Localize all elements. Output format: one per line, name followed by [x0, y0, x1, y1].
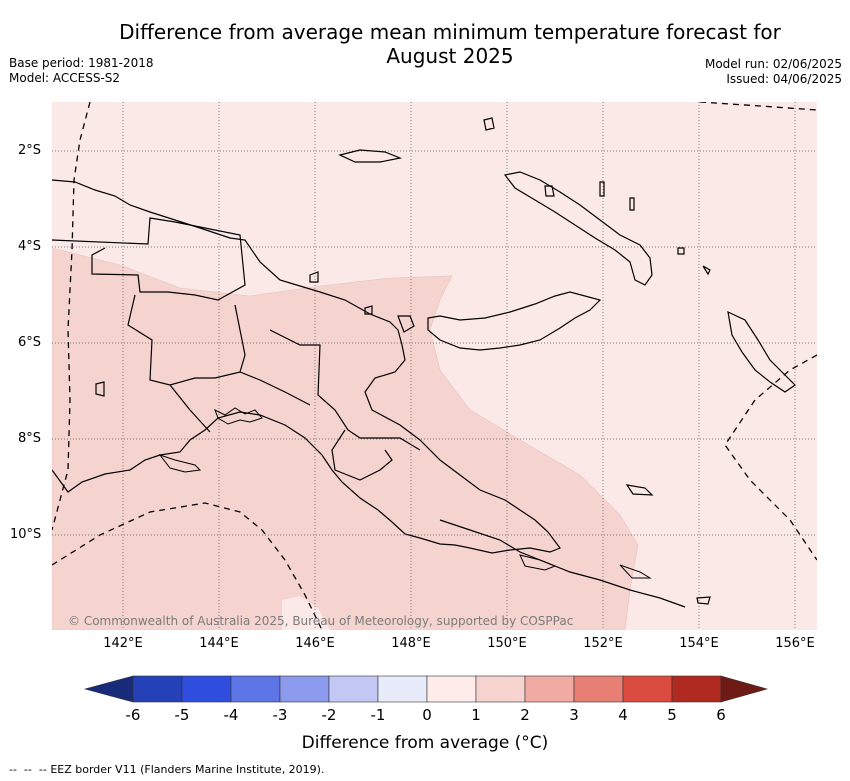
colorbar-segment: [230, 675, 281, 703]
colorbar-segment: [132, 675, 183, 703]
colorbar: [83, 675, 769, 703]
lon-label: 154°E: [679, 636, 719, 651]
bougainville-coast: [727, 310, 796, 393]
colorbar-segment: [524, 675, 575, 703]
issued-date: Issued: 04/06/2025: [726, 72, 842, 86]
new-ireland-coast: [503, 171, 653, 286]
colorbar-extend-high: [720, 675, 769, 703]
shading-pocket-0-1: [282, 596, 330, 630]
model-run: Model run: 02/06/2025: [704, 57, 842, 71]
colorbar-segment: [622, 675, 673, 703]
lon-label: 156°E: [775, 636, 815, 651]
colorbar-tick-label: 5: [667, 706, 677, 724]
colorbar-tick-label: -4: [223, 706, 239, 724]
new-guinea-coast: [52, 179, 561, 554]
chart-title-month: August 2025: [386, 44, 514, 68]
new-britain-coast: [427, 291, 602, 351]
lat-label: 10°S: [10, 527, 42, 542]
colorbar-extend-low: [83, 675, 134, 703]
lat-label: 2°S: [18, 143, 42, 158]
colorbar-tick-label: 4: [618, 706, 628, 724]
eez-legend: -- -- -- EEZ border V11 (Flanders Marine…: [9, 763, 324, 776]
colorbar-segment: [475, 675, 526, 703]
colorbar-segment: [279, 675, 330, 703]
colorbar-label: Difference from average (°C): [301, 733, 549, 753]
colorbar-tick-label: 3: [569, 706, 579, 724]
land-outline: [52, 117, 796, 608]
eez-legend-line-icon: -- -- --: [9, 763, 47, 776]
eez-border: [52, 102, 817, 630]
eez-legend-text: EEZ border V11 (Flanders Marine Institut…: [50, 763, 325, 776]
colorbar-segment: [573, 675, 624, 703]
colorbar-tick-label: 2: [520, 706, 530, 724]
colorbar-segment: [426, 675, 477, 703]
colorbar-segment: [328, 675, 379, 703]
colorbar-tick-label: -2: [321, 706, 337, 724]
lat-label: 8°S: [18, 431, 42, 446]
lat-label: 6°S: [18, 335, 42, 350]
gulf-islands: [158, 407, 652, 579]
meta-right: Model run: 02/06/2025 Issued: 04/06/2025: [705, 57, 842, 87]
copyright-credit: © Commonwealth of Australia 2025, Bureau…: [68, 614, 574, 628]
base-period: Base period: 1981-2018: [9, 56, 154, 70]
model-name: Model: ACCESS-S2: [9, 71, 121, 85]
lon-label: 150°E: [487, 636, 527, 651]
colorbar-tick-label: -6: [125, 706, 141, 724]
chart-title: Difference from average mean minimum tem…: [119, 20, 781, 44]
gridlines: [52, 102, 817, 630]
meta-left: Base period: 1981-2018 Model: ACCESS-S2: [9, 56, 154, 86]
colorbar-segment: [181, 675, 232, 703]
colorbar-tick-label: 0: [422, 706, 432, 724]
lon-label: 148°E: [391, 636, 431, 651]
colorbar-tick-label: -1: [370, 706, 386, 724]
colorbar-tick-label: -5: [174, 706, 190, 724]
lat-label: 4°S: [18, 239, 42, 254]
lon-label: 142°E: [103, 636, 143, 651]
colorbar-tick-label: 1: [471, 706, 481, 724]
lon-label: 152°E: [583, 636, 623, 651]
lon-label: 146°E: [295, 636, 335, 651]
lon-label: 144°E: [199, 636, 239, 651]
colorbar-segment: [377, 675, 428, 703]
colorbar-segment: [671, 675, 722, 703]
colorbar-tick-label: -3: [272, 706, 288, 724]
colorbar-tick-label: 6: [716, 706, 726, 724]
